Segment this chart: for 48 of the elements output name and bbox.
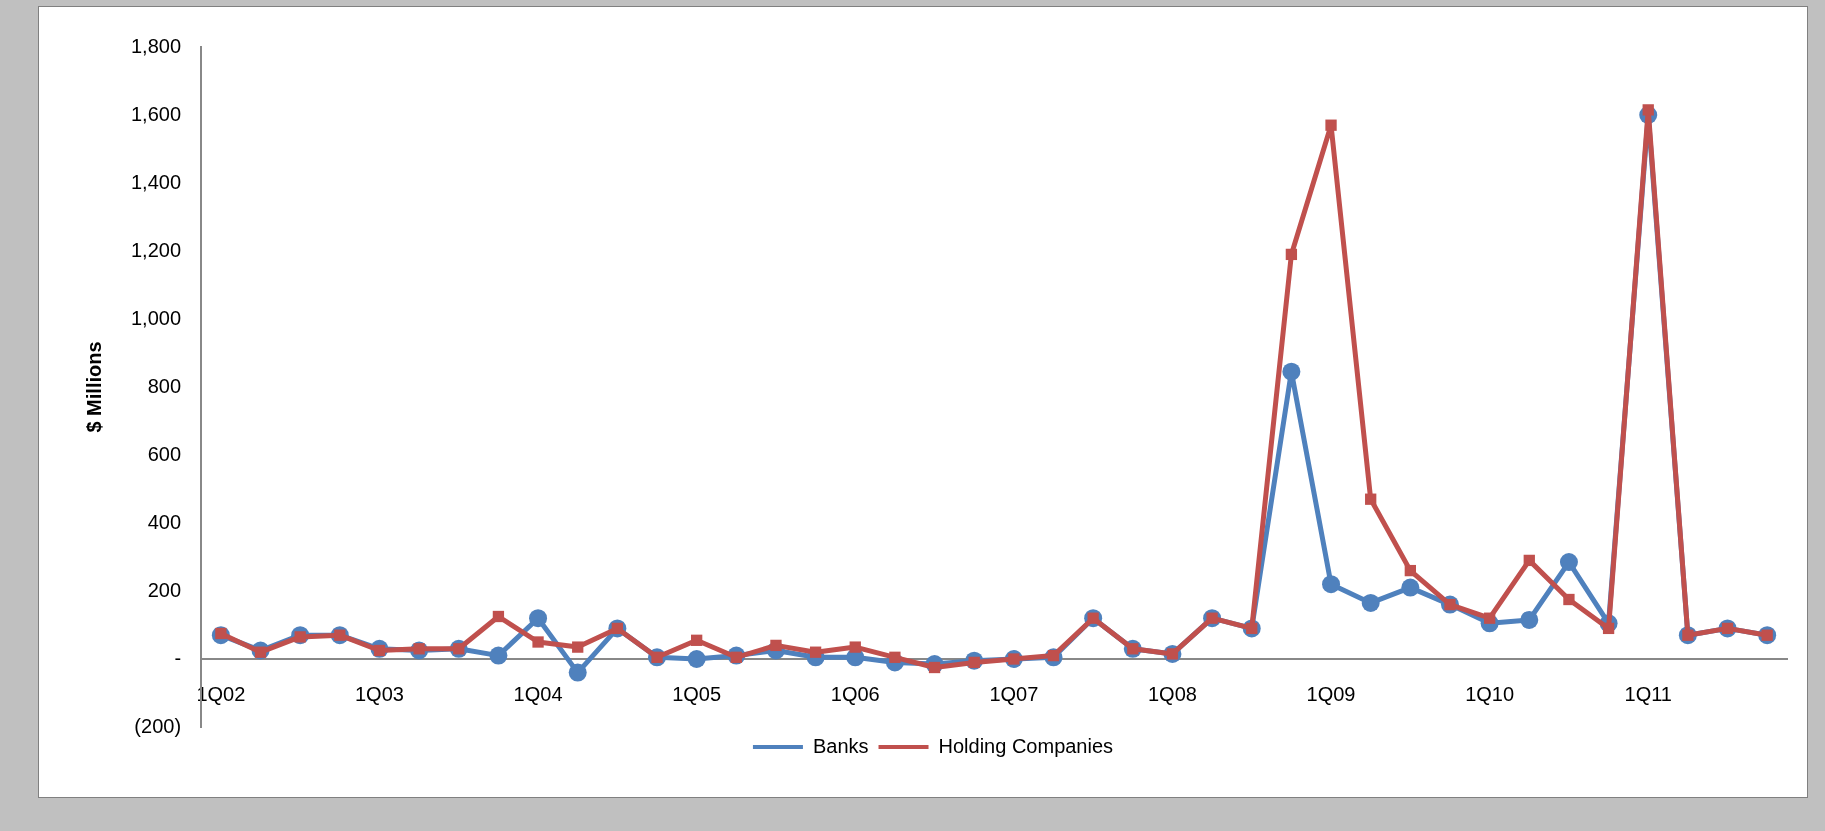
x-tick-label: 1Q09 bbox=[1306, 682, 1356, 705]
y-tick-label: 600 bbox=[147, 442, 182, 465]
point bbox=[1559, 553, 1578, 572]
x-tick-label: 1Q03 bbox=[355, 682, 404, 705]
y-tick-label: 1,600 bbox=[130, 102, 182, 125]
y-tick-label: 200 bbox=[147, 578, 182, 601]
legend-label: Holding Companies bbox=[938, 734, 1114, 757]
point bbox=[928, 661, 941, 674]
legend-label: Banks bbox=[812, 734, 869, 757]
x-tick-label: 1Q11 bbox=[1624, 682, 1672, 705]
point bbox=[889, 651, 901, 663]
y-tick-label: 1,800 bbox=[130, 34, 182, 57]
point bbox=[1523, 554, 1535, 567]
point bbox=[489, 646, 508, 665]
point bbox=[492, 610, 505, 623]
point bbox=[1404, 564, 1416, 577]
y-tick-label: - bbox=[174, 646, 182, 669]
y-tick-label: 1,200 bbox=[130, 238, 182, 261]
y-tick-label: 400 bbox=[147, 510, 182, 533]
x-tick-label: 1Q06 bbox=[830, 682, 880, 705]
x-tick-label: 1Q04 bbox=[513, 682, 563, 705]
y-axis-title: $ Millions bbox=[82, 341, 105, 433]
y-tick-label: (200) bbox=[134, 714, 182, 737]
point bbox=[1520, 610, 1539, 629]
x-tick-label: 1Q07 bbox=[989, 682, 1039, 705]
y-tick-label: 1,000 bbox=[130, 306, 182, 329]
point bbox=[687, 650, 706, 668]
point bbox=[1365, 493, 1377, 505]
point bbox=[1401, 578, 1420, 597]
point bbox=[809, 646, 822, 658]
point bbox=[1322, 575, 1341, 594]
point bbox=[529, 609, 548, 628]
point bbox=[849, 641, 861, 653]
x-tick-label: 1Q05 bbox=[672, 682, 722, 705]
y-tick-label: 800 bbox=[147, 374, 182, 397]
point bbox=[1282, 362, 1301, 381]
point bbox=[691, 634, 703, 646]
point bbox=[532, 636, 544, 648]
point bbox=[1563, 593, 1575, 606]
x-tick-label: 1Q02 bbox=[196, 682, 246, 705]
y-tick-label: 1,400 bbox=[130, 170, 182, 193]
x-tick-label: 1Q10 bbox=[1465, 682, 1515, 705]
point bbox=[568, 663, 587, 682]
point bbox=[1361, 593, 1380, 612]
point bbox=[1325, 119, 1337, 131]
point bbox=[1285, 248, 1298, 261]
x-tick-label: 1Q08 bbox=[1147, 682, 1197, 705]
point bbox=[572, 641, 584, 653]
